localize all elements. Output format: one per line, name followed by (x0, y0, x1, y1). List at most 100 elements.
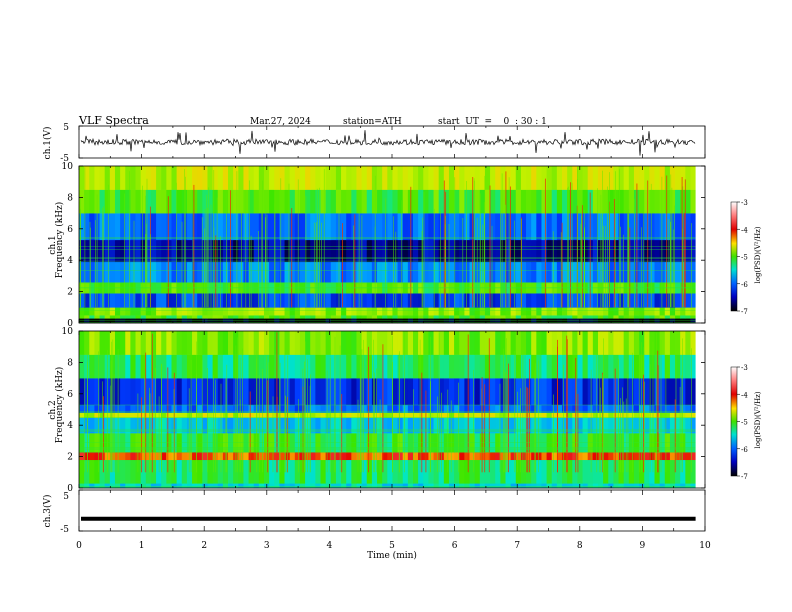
spectrogram-cell (603, 261, 609, 283)
spectrogram-cell (562, 166, 568, 190)
spectrogram-cell (675, 318, 681, 324)
spectrogram-cell (310, 483, 316, 489)
spectrogram-cell (639, 213, 645, 241)
spectrogram-cell (618, 412, 625, 418)
spectrogram-cell (392, 239, 398, 263)
spectrogram-cell (633, 459, 640, 484)
spectrogram-cell (238, 331, 244, 355)
spectrogram-cell (305, 404, 311, 413)
spectrogram-cell (243, 307, 249, 316)
spectrogram-cell (551, 239, 558, 263)
spectrogram-cell (320, 189, 327, 214)
spectrogram-cell (474, 189, 481, 214)
spectrogram-cell (418, 451, 424, 461)
spectrogram-cell (474, 318, 481, 324)
spectrogram-cell (120, 354, 126, 379)
spectrogram-cell (186, 404, 193, 413)
spectrogram-cell (613, 307, 619, 316)
spectrogram-cell (669, 404, 676, 413)
spectrogram-cell (387, 239, 393, 263)
spectrogram-cell (217, 315, 224, 319)
spectrogram-cell (305, 331, 311, 355)
time-axis-label: Time (min) (367, 550, 417, 561)
spectrogram-cell (325, 331, 332, 355)
spectrogram-cell (171, 189, 178, 214)
spectrogram-cell (654, 293, 661, 308)
spectrogram-cell (238, 459, 244, 484)
spectrogram-cell (669, 378, 676, 406)
spectrogram-cell (546, 451, 553, 461)
spectrogram-cell (546, 315, 553, 319)
spectrogram-cell (567, 307, 573, 316)
spectrogram-cell (510, 239, 517, 263)
spectrogram-cell (186, 239, 193, 263)
spectrogram-cell (104, 189, 111, 214)
spectrogram-cell (248, 166, 255, 190)
spectrogram-cell (140, 189, 147, 214)
xtick-label: 7 (514, 541, 520, 551)
spectrogram-cell (597, 404, 604, 413)
spectrogram-cell (464, 483, 470, 489)
spectrogram-cell (371, 354, 378, 379)
spectrogram-cell (114, 315, 121, 319)
spectrogram-cell (675, 412, 681, 418)
spectrogram-cell (140, 331, 147, 355)
spectrogram-cell (310, 378, 316, 406)
spectrogram-cell (685, 213, 691, 241)
spectrogram-cell (156, 307, 162, 316)
spectrogram-cell (459, 459, 465, 484)
spectrogram-cell (94, 483, 100, 489)
spectrogram-cell (130, 459, 136, 484)
spectrogram-cell (279, 261, 285, 283)
spectrogram-cell (690, 354, 697, 379)
spectrogram-cell (572, 166, 578, 190)
spectrogram-cell (618, 261, 625, 283)
spectrogram-cell (228, 318, 234, 324)
spectrogram-cell (680, 354, 686, 379)
spectrogram-cell (464, 239, 470, 263)
ch2-spectrogram-image (78, 331, 705, 489)
spectrogram-cell (269, 378, 275, 406)
spectrogram-cell (79, 261, 85, 283)
spectrogram-cell (94, 412, 100, 418)
spectrogram-cell (479, 354, 486, 379)
spectrogram-cell (541, 331, 547, 355)
spectrogram-cell (418, 293, 424, 308)
ytick-label: 4 (67, 421, 73, 431)
spectrogram-cell (197, 412, 203, 418)
spectrogram-cell (84, 378, 90, 406)
spectrogram-cell (325, 404, 332, 413)
spectrogram-cell (526, 189, 532, 214)
spectrogram-cell (233, 293, 239, 308)
spectrogram-cell (279, 166, 285, 190)
spectrogram-cell (675, 451, 681, 461)
spectrogram-cell (346, 189, 352, 214)
ytick-label: 10 (62, 327, 74, 337)
spectrogram-cell (217, 307, 224, 316)
spectrogram-cell (150, 315, 157, 319)
spectrogram-cell (675, 315, 681, 319)
spectrogram-cell (161, 318, 167, 324)
spectrogram-cell (597, 331, 604, 355)
spectrogram-cell (377, 239, 383, 263)
spectrogram-cell (366, 378, 373, 406)
spectrogram-cell (212, 354, 219, 379)
spectrogram-cell (382, 189, 388, 214)
spectrogram-cell (114, 307, 121, 316)
spectrogram-cell (515, 483, 522, 489)
spectrogram-cell (125, 307, 131, 316)
spectrogram-cell (330, 307, 337, 316)
spectrogram-cell (269, 318, 275, 324)
spectrogram-cell (515, 412, 522, 418)
spectrogram-cell (551, 293, 558, 308)
spectrogram-cell (577, 404, 583, 413)
spectrogram-cell (289, 412, 296, 418)
spectrogram-cell (618, 318, 625, 324)
spectrogram-cell (279, 307, 285, 316)
spectrogram-cell (413, 189, 419, 214)
spectrogram-cell (413, 166, 419, 190)
spectrogram-cell (464, 293, 470, 308)
spectrogram-cell (567, 331, 573, 355)
spectrogram-cell (592, 261, 599, 283)
spectrogram-cell (279, 293, 285, 308)
